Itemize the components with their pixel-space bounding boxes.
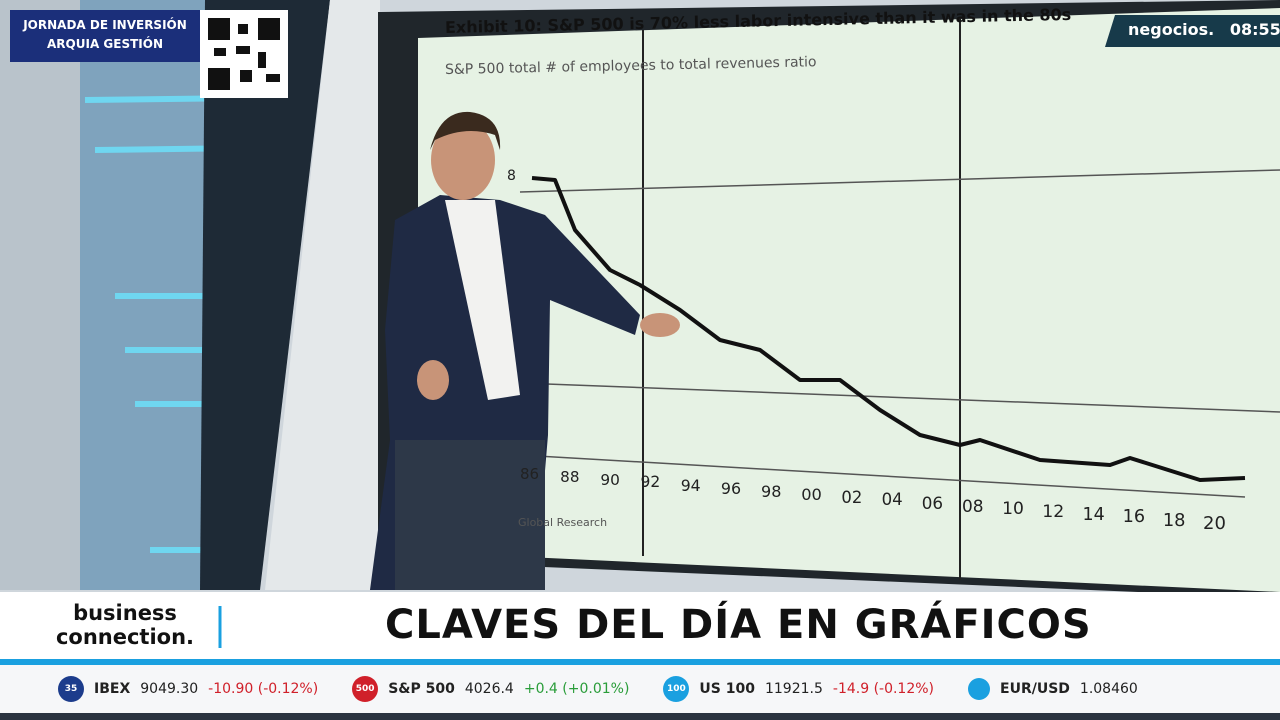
accent-bar (0, 659, 1280, 665)
ticker-name: EUR/USD (1000, 681, 1070, 697)
screen (418, 8, 1280, 592)
x-tick-label: 04 (881, 490, 903, 510)
x-tick-label: 18 (1162, 510, 1186, 532)
x-tick-label: 96 (720, 479, 742, 499)
ticker-icon (968, 678, 991, 700)
ticker-name: IBEX (94, 681, 131, 697)
x-tick-label: 98 (761, 481, 782, 501)
ticker-item: 100 US 100 11921.5 -14.9 (-0.12%) (663, 676, 934, 702)
x-tick-label: 10 (1002, 498, 1024, 519)
pillar (200, 0, 330, 590)
channel-name: negocios. (1128, 20, 1215, 39)
x-tick-label: 86 (520, 465, 540, 483)
ticker-value: 11921.5 (764, 681, 823, 697)
ticker-badge: 100 (663, 676, 690, 702)
presenter (370, 111, 680, 590)
ticker-item: 35 IBEX 9049.30 -10.90 (-0.12%) (58, 676, 318, 702)
qr-code (208, 18, 280, 90)
channel-bug-bg (1105, 15, 1280, 47)
bottom-edge (0, 713, 1280, 720)
axis-line (519, 454, 1246, 498)
x-tick-label: 90 (600, 470, 620, 489)
clock: 08:55 (1229, 20, 1280, 39)
x-tick-label: 08 (961, 496, 984, 517)
x-tick-label: 12 (1042, 501, 1065, 522)
ticker-bg (0, 665, 1280, 713)
x-tick-label: 00 (801, 484, 822, 504)
x-tick-label: 88 (560, 467, 580, 486)
x-tick-label: 20 (1203, 513, 1226, 534)
ticker-value: 9049.30 (140, 681, 199, 697)
badge-line: JORNADA DE INVERSIÓN (23, 18, 187, 32)
y-tick-label: 8 (507, 168, 516, 184)
ticker-badge: 35 (58, 676, 84, 702)
corner-badge: JORNADA DE INVERSIÓN ARQUIA GESTIÓN (10, 16, 200, 54)
ticker-change: -14.9 (-0.12%) (832, 681, 935, 697)
wall-light (265, 0, 380, 590)
corner-badge-bg (10, 10, 200, 62)
badge-line: ARQUIA GESTIÓN (47, 37, 163, 51)
ticker: 35 IBEX 9049.30 -10.90 (-0.12%) 500 S&P 500 40… (58, 676, 1138, 702)
brand: business connection. (40, 601, 210, 649)
grid-line (519, 382, 1280, 413)
chart-source: Global Research (518, 516, 608, 529)
ticker-name: S&P 500 (388, 681, 455, 697)
grid-line (519, 169, 1280, 193)
chart-line (531, 176, 1246, 482)
lower-third-bg (0, 592, 1280, 660)
headline: CLAVES DEL DÍA EN GRÁFICOS (385, 602, 1092, 648)
ticker-item: EUR/USD 1.08460 (968, 678, 1138, 700)
ticker-item: 500 S&P 500 4026.4 +0.4 (+0.01%) (352, 676, 629, 702)
x-tick-label: 94 (680, 476, 701, 496)
ticker-value: 4026.4 (464, 681, 514, 697)
ticker-change: -10.90 (-0.12%) (208, 681, 319, 697)
x-tick-label: 92 (640, 473, 661, 492)
brand-line: connection. (55, 625, 195, 649)
brand-line: business (73, 601, 177, 625)
channel-bug: negocios. 08:55 (1128, 20, 1280, 39)
ticker-change: +0.4 (+0.01%) (523, 681, 630, 697)
x-tick-label: 02 (841, 487, 863, 507)
ticker-name: US 100 (699, 681, 755, 697)
x-tick-label: 16 (1122, 507, 1146, 528)
ticker-value: 1.08460 (1079, 681, 1138, 697)
x-tick-label: 14 (1082, 504, 1105, 525)
x-tick-label: 06 (921, 493, 944, 514)
ticker-badge: 500 (352, 676, 379, 702)
